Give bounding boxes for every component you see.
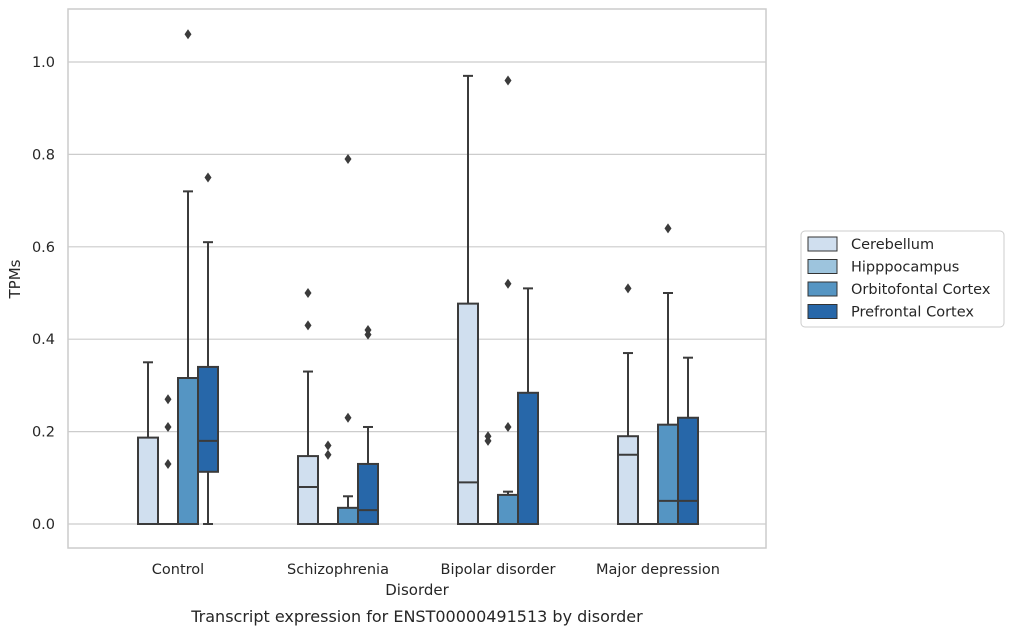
- x-tick-label: Major depression: [596, 562, 720, 578]
- legend-label: Hipppocampus: [851, 260, 959, 276]
- y-tick-label: 1.0: [32, 55, 55, 71]
- legend: Cerebellum Hipppocampus Orbitofontal Corte…: [801, 231, 1004, 327]
- y-axis-ticks: 0.0 0.2 0.4 0.6 0.8 1.0: [32, 55, 55, 533]
- y-tick-label: 0.4: [32, 332, 55, 348]
- y-tick-label: 0.8: [32, 147, 55, 163]
- box-body: [198, 367, 218, 472]
- x-tick-label: Bipolar disorder: [441, 562, 556, 578]
- legend-swatch: [808, 260, 837, 274]
- x-tick-label: Schizophrenia: [287, 562, 389, 578]
- y-tick-label: 0.6: [32, 240, 55, 256]
- legend-label: Cerebellum: [851, 237, 934, 253]
- y-tick-label: 0.2: [32, 425, 55, 441]
- x-axis-ticks: Control Schizophrenia Bipolar disorder Majo…: [152, 562, 720, 578]
- y-tick-label: 0.0: [32, 517, 55, 533]
- legend-swatch: [808, 237, 837, 251]
- box-body: [358, 464, 378, 524]
- box-body: [298, 456, 318, 524]
- chart-caption: Transcript expression for ENST0000049151…: [190, 607, 643, 626]
- y-axis-title: TPMs: [6, 259, 24, 299]
- legend-swatch: [808, 282, 837, 296]
- legend-swatch: [808, 305, 837, 319]
- box-body: [498, 495, 518, 524]
- box-body: [458, 304, 478, 524]
- box-body: [678, 418, 698, 524]
- x-tick-label: Control: [152, 562, 204, 578]
- x-axis-title: Disorder: [385, 581, 449, 599]
- legend-label: Prefrontal Cortex: [851, 305, 974, 321]
- box-body: [178, 378, 198, 524]
- box-body: [138, 438, 158, 524]
- legend-label: Orbitofontal Cortex: [851, 282, 991, 298]
- box-body: [338, 508, 358, 524]
- box-body: [518, 393, 538, 524]
- box-body: [658, 425, 678, 524]
- box-body: [618, 436, 638, 524]
